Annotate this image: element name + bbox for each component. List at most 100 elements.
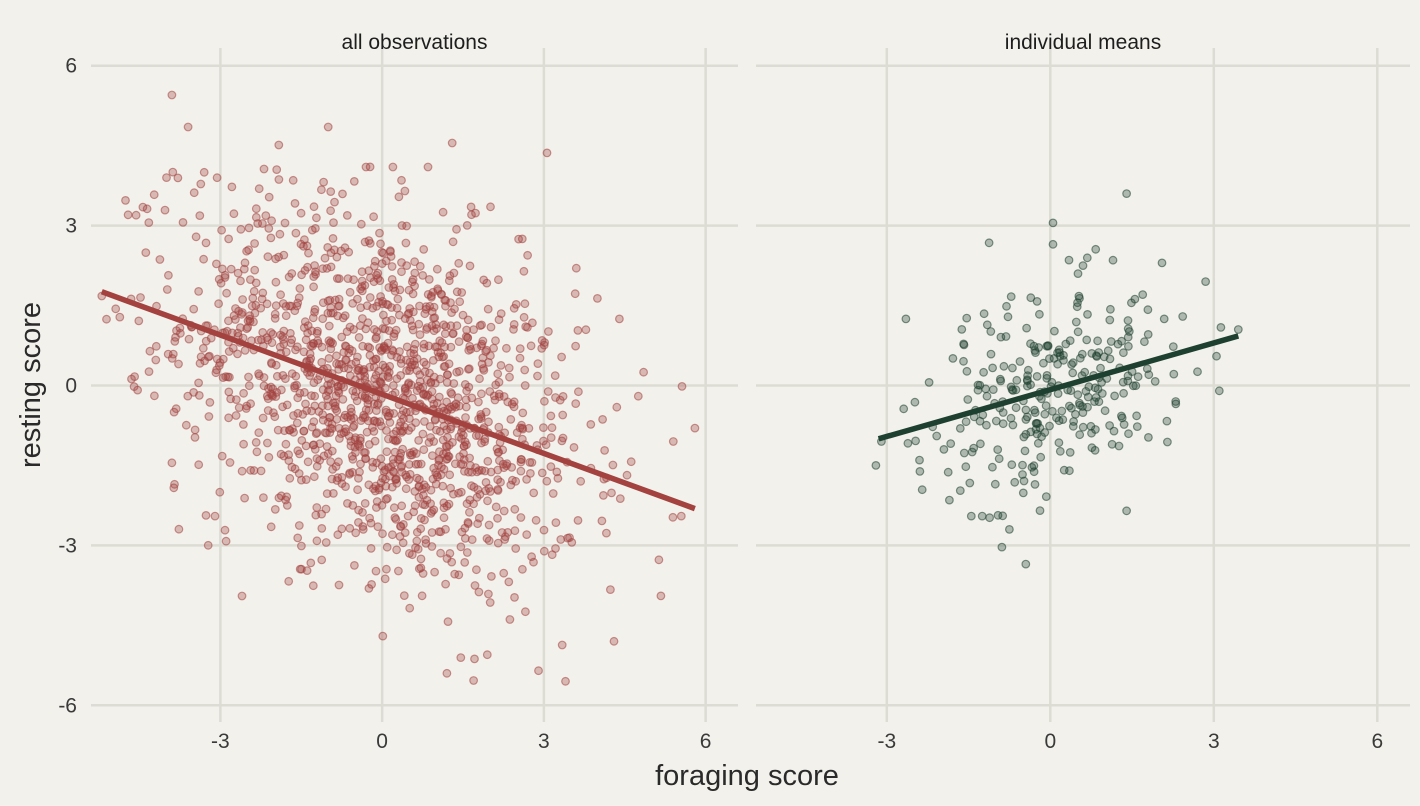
scatter-point xyxy=(343,274,353,284)
x-tick-label: 3 xyxy=(1208,730,1220,753)
scatter-point xyxy=(1128,381,1138,391)
scatter-point xyxy=(531,515,541,525)
scatter-point xyxy=(439,362,449,372)
scatter-point xyxy=(982,420,991,430)
scatter-point xyxy=(249,317,258,327)
scatter-point xyxy=(486,322,496,332)
scatter-point xyxy=(286,328,295,338)
scatter-point xyxy=(364,440,374,449)
scatter-point xyxy=(289,411,298,420)
scatter-point xyxy=(311,267,320,277)
scatter-point xyxy=(1073,298,1082,308)
scatter-point xyxy=(276,449,286,459)
scatter-point xyxy=(149,391,159,401)
scatter-point xyxy=(414,436,424,445)
scatter-point xyxy=(494,447,504,457)
scatter-point xyxy=(311,429,321,439)
scatter-point xyxy=(322,442,332,451)
scatter-point xyxy=(328,233,338,243)
scatter-point xyxy=(957,325,967,334)
scatter-point xyxy=(377,259,387,269)
scatter-point xyxy=(328,465,338,474)
scatter-point xyxy=(378,631,388,641)
scatter-point xyxy=(988,385,998,395)
scatter-point xyxy=(445,470,455,480)
scatter-point xyxy=(267,216,277,226)
scatter-point xyxy=(977,511,987,521)
scatter-point xyxy=(439,513,449,523)
scatter-point xyxy=(281,495,291,505)
scatter-point xyxy=(293,533,303,543)
scatter-point xyxy=(435,336,445,346)
scatter-point xyxy=(1068,368,1078,378)
scatter-point xyxy=(371,334,381,344)
scatter-point xyxy=(496,477,505,487)
scatter-point xyxy=(959,340,969,350)
scatter-point xyxy=(426,509,436,518)
scatter-point xyxy=(612,402,622,412)
scatter-point xyxy=(372,406,381,416)
scatter-point xyxy=(961,417,971,427)
scatter-point xyxy=(309,417,319,427)
scatter-point xyxy=(447,389,457,399)
scatter-point xyxy=(639,367,648,377)
scatter-point xyxy=(1138,290,1148,300)
scatter-point xyxy=(511,544,521,553)
scatter-point xyxy=(322,489,332,499)
scatter-point xyxy=(281,439,291,449)
scatter-point xyxy=(321,504,331,514)
scatter-point xyxy=(551,518,561,527)
scatter-point xyxy=(323,449,333,459)
scatter-point xyxy=(441,579,451,589)
scatter-point xyxy=(308,581,318,591)
scatter-point xyxy=(270,314,280,323)
scatter-point xyxy=(236,276,245,286)
scatter-point xyxy=(571,399,581,409)
scatter-point xyxy=(1132,411,1141,421)
scatter-point xyxy=(309,378,319,388)
scatter-point xyxy=(317,185,326,195)
scatter-point xyxy=(455,366,464,376)
scatter-point xyxy=(903,438,913,448)
scatter-point xyxy=(1118,348,1128,358)
scatter-point xyxy=(312,503,322,512)
scatter-point xyxy=(254,428,264,438)
scatter-point xyxy=(233,349,242,359)
scatter-point xyxy=(474,587,484,597)
scatter-point xyxy=(189,304,199,314)
scatter-point xyxy=(430,567,440,577)
scatter-point xyxy=(452,224,461,234)
scatter-point xyxy=(550,371,560,381)
scatter-point xyxy=(436,548,446,558)
scatter-point xyxy=(308,339,318,348)
scatter-point xyxy=(377,500,387,510)
scatter-point xyxy=(516,457,526,467)
scatter-point xyxy=(368,463,378,472)
scatter-point xyxy=(227,182,237,192)
scatter-point xyxy=(544,327,553,336)
scatter-point xyxy=(571,341,580,351)
scatter-point xyxy=(943,467,953,477)
scatter-point xyxy=(356,416,366,426)
scatter-point xyxy=(1018,460,1027,470)
scatter-point xyxy=(315,439,325,449)
scatter-point xyxy=(998,419,1008,429)
scatter-point xyxy=(460,380,470,389)
scatter-point xyxy=(353,485,363,495)
scatter-point xyxy=(345,322,355,332)
scatter-point xyxy=(419,339,429,349)
scatter-point xyxy=(477,320,487,330)
scatter-point xyxy=(1075,430,1085,440)
scatter-point xyxy=(421,302,431,312)
scatter-point xyxy=(622,470,632,480)
scatter-point xyxy=(398,444,408,454)
scatter-point xyxy=(329,218,338,228)
scatter-point xyxy=(423,290,433,299)
scatter-point xyxy=(237,466,247,476)
scatter-point xyxy=(656,591,666,601)
scatter-point xyxy=(331,398,340,408)
scatter-point xyxy=(503,528,513,537)
scatter-point xyxy=(196,352,206,362)
scatter-point xyxy=(1022,323,1031,333)
scatter-point xyxy=(990,479,1000,489)
